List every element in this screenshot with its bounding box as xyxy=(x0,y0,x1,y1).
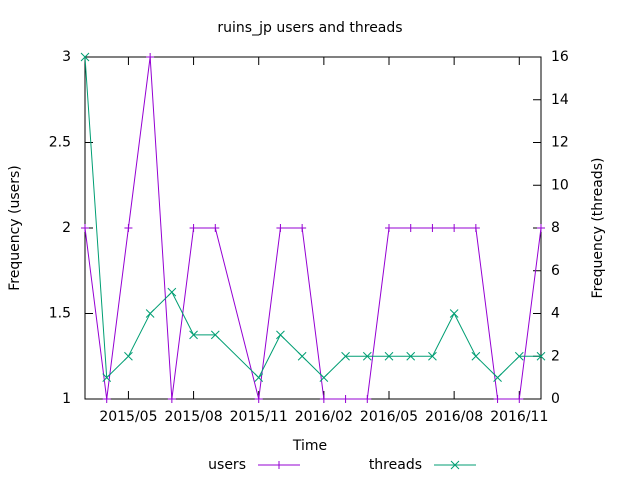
x-tick-label: 2016/08 xyxy=(425,409,483,425)
point-marker xyxy=(362,351,372,361)
point-marker xyxy=(102,373,112,382)
y-axis-label: Frequency (users) xyxy=(7,165,23,291)
y-tick-label: 2.5 xyxy=(49,135,71,151)
point-marker xyxy=(428,351,437,361)
x-tick-label: 2016/02 xyxy=(295,409,353,425)
legend-label: threads xyxy=(369,457,422,473)
point-marker xyxy=(341,395,350,403)
y2-tick-label: 4 xyxy=(551,306,560,322)
x-tick-label: 2016/05 xyxy=(360,409,418,425)
x-tick-label: 2015/08 xyxy=(164,409,222,425)
point-marker xyxy=(276,330,285,340)
x-tick-label: 2015/05 xyxy=(99,409,157,425)
point-marker xyxy=(167,395,176,403)
legend-label: users xyxy=(208,457,246,473)
y2-tick-label: 0 xyxy=(551,391,560,407)
point-marker xyxy=(102,395,111,403)
point-marker xyxy=(124,351,133,361)
y2-tick-label: 6 xyxy=(551,263,560,279)
point-marker xyxy=(319,373,329,382)
y2-tick-label: 12 xyxy=(551,135,569,151)
y-tick-label: 1 xyxy=(62,391,71,407)
point-marker xyxy=(210,330,220,340)
point-marker xyxy=(124,224,133,232)
point-marker xyxy=(363,395,372,403)
y2-tick-label: 10 xyxy=(551,177,569,193)
point-marker xyxy=(80,52,90,62)
point-marker xyxy=(406,224,415,232)
point-marker xyxy=(254,395,263,403)
point-marker xyxy=(428,224,437,232)
y2-tick-label: 8 xyxy=(551,220,560,236)
x-axis-label: Time xyxy=(292,438,327,454)
point-marker xyxy=(449,309,459,318)
chart-title: ruins_jp users and threads xyxy=(217,20,402,36)
y2-tick-label: 2 xyxy=(551,348,560,364)
point-marker xyxy=(385,224,393,232)
point-marker xyxy=(297,351,307,361)
point-marker xyxy=(493,373,502,382)
legend-marker xyxy=(450,460,460,470)
point-marker xyxy=(471,351,481,361)
y2-tick-label: 14 xyxy=(551,92,569,108)
y2-tick-label: 16 xyxy=(551,49,569,65)
point-marker xyxy=(450,224,459,232)
point-marker xyxy=(515,395,524,403)
point-marker xyxy=(406,351,416,361)
point-marker xyxy=(189,330,198,340)
y2-axis-label: Frequency (threads) xyxy=(590,158,606,299)
x-tick-label: 2016/11 xyxy=(490,409,548,425)
point-marker xyxy=(81,224,89,232)
point-marker xyxy=(341,351,350,361)
point-marker xyxy=(167,287,177,297)
point-marker xyxy=(471,224,480,232)
legend-marker xyxy=(275,461,283,469)
y-tick-label: 2 xyxy=(62,220,71,236)
y-tick-label: 3 xyxy=(62,49,71,65)
point-marker xyxy=(536,351,546,361)
point-marker xyxy=(493,395,502,403)
point-marker xyxy=(537,224,545,232)
point-marker xyxy=(276,224,285,232)
point-marker xyxy=(514,351,524,361)
point-marker xyxy=(145,309,155,318)
point-marker xyxy=(254,373,264,382)
point-marker xyxy=(211,224,220,232)
point-marker xyxy=(298,224,307,232)
point-marker xyxy=(146,53,155,61)
x-tick-label: 2015/11 xyxy=(230,409,288,425)
point-marker xyxy=(189,224,198,232)
y-tick-label: 1.5 xyxy=(49,306,71,322)
point-marker xyxy=(319,395,328,403)
point-marker xyxy=(384,351,394,361)
